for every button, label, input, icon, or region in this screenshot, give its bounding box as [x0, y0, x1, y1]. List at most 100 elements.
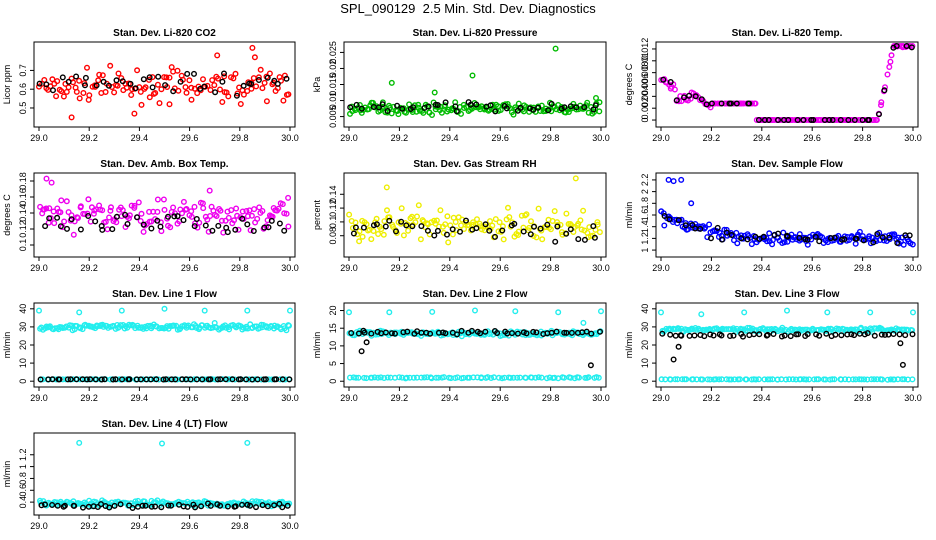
data-point [826, 116, 833, 123]
data-point [592, 102, 599, 109]
data-point [878, 99, 885, 106]
data-point [795, 331, 802, 338]
data-point [375, 230, 382, 237]
x-tick-label: 29.2 [703, 133, 721, 143]
data-point [194, 90, 201, 97]
data-point [276, 220, 283, 227]
data-point [102, 88, 109, 95]
data-point [149, 84, 156, 91]
data-point [201, 83, 208, 90]
data-point [115, 70, 122, 77]
x-tick-label: 30.0 [592, 263, 610, 273]
data-point [786, 376, 793, 383]
data-point [421, 374, 428, 381]
data-point [76, 77, 83, 84]
data-point [273, 376, 280, 383]
data-point [243, 207, 250, 214]
data-point [149, 74, 156, 81]
y-tick-label: 0.8 [18, 472, 28, 485]
data-point [755, 116, 762, 123]
data-point [787, 333, 794, 340]
data-point [381, 218, 388, 225]
data-point [355, 374, 362, 381]
data-point [109, 226, 116, 233]
data-point [77, 203, 84, 210]
data-point [538, 374, 545, 381]
data-point [54, 214, 61, 221]
data-point [756, 331, 763, 338]
x-tick-label: 30.0 [281, 521, 299, 531]
data-point [526, 105, 533, 112]
data-point [433, 217, 440, 224]
data-point [230, 75, 237, 82]
y-axis-label: ml/min [2, 461, 12, 488]
data-point [167, 224, 174, 231]
data-point [225, 214, 232, 221]
data-point [666, 216, 673, 223]
data-point [225, 376, 232, 383]
data-point [161, 305, 168, 312]
data-point [874, 230, 881, 237]
data-point [70, 231, 77, 238]
data-point [127, 80, 134, 87]
y-tick-label: 1.2 [640, 232, 650, 245]
data-point [672, 376, 679, 383]
data-point [796, 234, 803, 241]
data-point [551, 374, 558, 381]
x-tick-label: 29.8 [542, 133, 560, 143]
data-point [188, 84, 195, 91]
y-tick-label: 15 [328, 323, 338, 333]
data-point [107, 204, 114, 211]
x-tick-label: 29.4 [441, 133, 459, 143]
x-tick-label: 29.0 [30, 133, 48, 143]
data-point [492, 216, 499, 223]
data-point [162, 82, 169, 89]
data-point [675, 343, 682, 350]
y-axis-label: ml/min [624, 332, 634, 359]
data-point [442, 221, 449, 228]
data-point [187, 376, 194, 383]
data-point [856, 228, 863, 235]
plot-frame [33, 172, 296, 258]
y-tick-label: 0.12 [18, 220, 28, 238]
x-tick-label: 29.6 [803, 263, 821, 273]
data-point [392, 330, 399, 337]
data-point [588, 330, 595, 337]
y-tick-label: 2 [640, 189, 650, 194]
data-point [886, 234, 893, 241]
data-point [92, 376, 99, 383]
data-point [523, 211, 530, 218]
data-point [276, 500, 283, 507]
data-point [231, 323, 238, 330]
data-point [279, 376, 286, 383]
data-point [517, 104, 524, 111]
data-point [102, 218, 109, 225]
x-tick-label: 29.6 [803, 393, 821, 403]
data-point [552, 238, 559, 245]
data-point [193, 376, 200, 383]
data-point [755, 376, 762, 383]
data-point [381, 375, 388, 382]
data-point [186, 77, 193, 84]
data-point [765, 116, 772, 123]
data-point [384, 207, 391, 214]
data-point [908, 44, 915, 51]
data-point [845, 116, 852, 123]
y-tick-label: 30 [640, 322, 650, 332]
data-point [829, 376, 836, 383]
data-point [797, 376, 804, 383]
data-point [784, 233, 791, 240]
data-point [61, 218, 68, 225]
data-point [719, 236, 726, 243]
data-point [283, 75, 290, 82]
data-point [544, 221, 551, 228]
data-point [660, 210, 667, 217]
data-point [191, 203, 198, 210]
data-point [418, 223, 425, 230]
data-point [886, 63, 893, 70]
data-point [444, 231, 451, 238]
data-point [191, 223, 198, 230]
data-point [789, 376, 796, 383]
data-point [553, 328, 560, 335]
data-point [135, 199, 142, 206]
